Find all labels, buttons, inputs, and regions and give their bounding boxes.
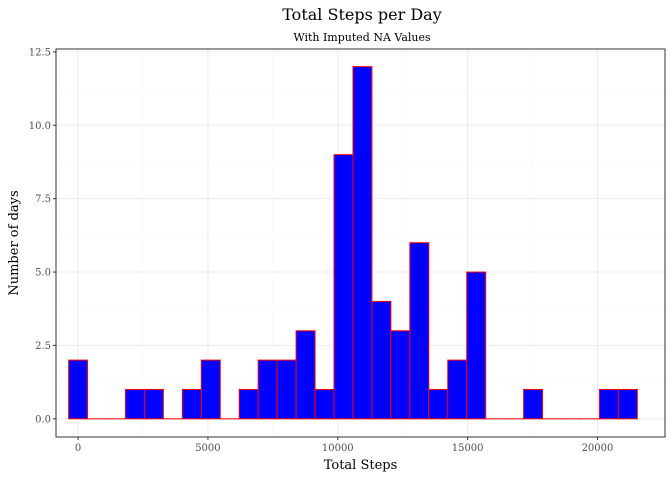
histogram-bar — [68, 359, 89, 420]
x-tick-label: 5000 — [195, 443, 220, 454]
histogram-bar — [276, 359, 297, 420]
chart-title: Total Steps per Day — [282, 5, 441, 24]
histogram-bars — [68, 66, 638, 420]
histogram-bar — [295, 330, 316, 420]
histogram-bar — [371, 300, 392, 420]
histogram-bar — [447, 359, 468, 420]
histogram-bar — [238, 388, 259, 420]
y-axis-title: Number of days — [7, 190, 22, 295]
histogram-bar — [124, 388, 145, 420]
y-tick-label: 5.0 — [35, 268, 51, 279]
panel-border — [55, 48, 666, 438]
histogram-bar — [314, 388, 335, 420]
histogram-bar — [200, 359, 221, 420]
x-tick-label: 20000 — [582, 443, 614, 454]
y-tick-label: 10.0 — [29, 121, 51, 132]
histogram-bar — [428, 388, 449, 420]
histogram-bar — [598, 388, 619, 420]
x-tick-label: 10000 — [322, 443, 354, 454]
histogram-bar — [352, 66, 373, 420]
histogram-bar — [257, 359, 278, 420]
chart-subtitle: With Imputed NA Values — [293, 31, 431, 44]
x-tick-label: 15000 — [452, 443, 484, 454]
y-tick-label: 0.0 — [35, 414, 51, 425]
x-tick-label: 0 — [75, 443, 81, 454]
axes: 0 5000 10000 15000 20000 0.0 2.5 5.0 7.5 10.0 12.5 — [29, 47, 614, 454]
histogram-bar — [466, 271, 487, 420]
y-tick-label: 7.5 — [35, 194, 51, 205]
histogram-bar — [333, 154, 354, 420]
y-tick-label: 12.5 — [29, 47, 51, 58]
histogram-bar — [523, 388, 544, 420]
histogram-bar — [143, 388, 164, 420]
histogram-bar — [390, 330, 411, 420]
histogram-bar — [617, 388, 638, 420]
histogram-bar — [409, 242, 430, 420]
y-tick-label: 2.5 — [35, 341, 51, 352]
histogram-bar — [181, 388, 202, 420]
x-axis-title: Total Steps — [324, 458, 398, 473]
